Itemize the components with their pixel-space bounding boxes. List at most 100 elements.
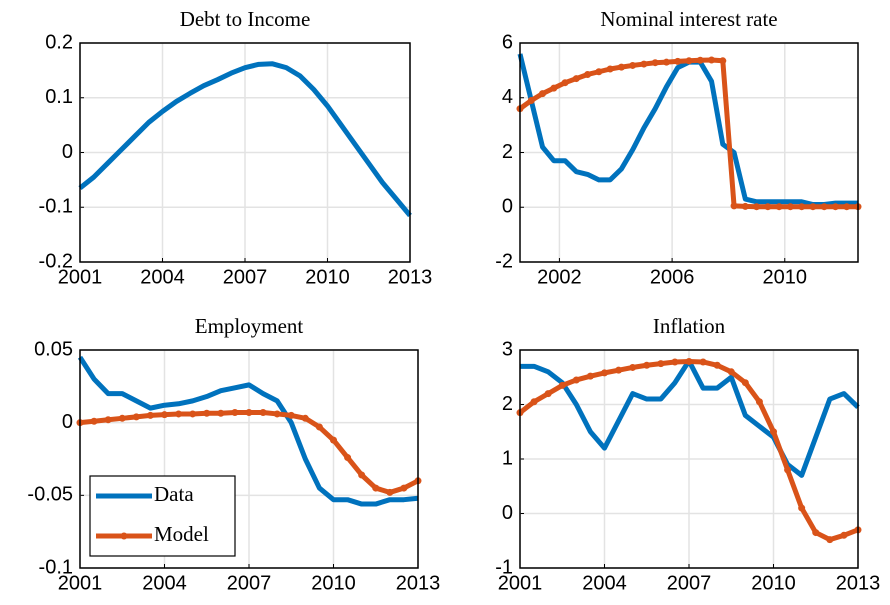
series-line	[77, 355, 419, 507]
x-tick-label: 2007	[223, 266, 268, 288]
x-tick-label: 2004	[582, 572, 627, 594]
marker	[741, 379, 749, 387]
marker	[640, 60, 648, 68]
x-tick-label: 2004	[142, 572, 187, 594]
x-tick-label: 2004	[140, 266, 185, 288]
marker	[775, 203, 783, 211]
marker	[696, 56, 704, 64]
marker	[755, 398, 763, 406]
marker	[539, 90, 547, 98]
y-tick-label: 0.1	[45, 86, 73, 108]
x-tick-label: 2001	[58, 266, 103, 288]
x-tick-label: 2010	[763, 266, 808, 288]
subplot-title: Nominal interest rate	[600, 7, 777, 31]
subplot: Employment -0.1 -0.05 0 0.05 2001 2004 2007 2010…	[27, 314, 440, 594]
legend: Data Model	[89, 475, 236, 557]
subplot-title: Employment	[195, 314, 304, 338]
y-tick-label: -2	[495, 250, 513, 272]
y-tick-label: 0.2	[45, 31, 73, 53]
marker	[118, 414, 126, 422]
marker	[617, 63, 625, 71]
x-tick-label: 2013	[388, 266, 433, 288]
x-tick-label: 2010	[311, 572, 356, 594]
y-tick-label: 4	[502, 86, 513, 108]
x-tick-label: 2007	[227, 572, 272, 594]
marker	[372, 484, 380, 492]
marker	[719, 57, 727, 65]
marker	[741, 202, 749, 210]
marker	[601, 369, 608, 377]
marker	[544, 390, 552, 398]
y-tick-label: 0.05	[34, 338, 73, 360]
marker	[786, 203, 794, 211]
marker	[344, 454, 352, 462]
marker	[657, 360, 665, 368]
legend-marker	[120, 532, 128, 540]
marker	[245, 408, 253, 416]
y-tick-label: 0	[502, 196, 513, 218]
y-tick-label: 3	[502, 338, 513, 360]
y-tick-label: 2	[502, 141, 513, 163]
marker	[146, 411, 154, 419]
marker	[812, 529, 820, 537]
marker	[530, 398, 538, 406]
marker	[217, 409, 225, 417]
marker	[203, 409, 211, 417]
y-tick-label: -0.1	[39, 556, 73, 578]
marker	[708, 56, 716, 64]
marker	[798, 504, 806, 512]
marker	[831, 203, 839, 211]
legend-label: Model	[154, 522, 209, 546]
marker	[231, 408, 239, 416]
x-tick-label: 2002	[537, 266, 582, 288]
x-tick-label: 2006	[650, 266, 695, 288]
marker	[826, 536, 834, 544]
marker	[764, 203, 772, 211]
axes-box	[519, 42, 859, 263]
marker	[175, 410, 183, 418]
subplot-title: Inflation	[653, 314, 726, 338]
y-tick-label: 0	[502, 502, 513, 524]
marker	[629, 363, 637, 371]
x-tick-label: 2010	[751, 572, 796, 594]
marker	[558, 381, 566, 389]
marker	[400, 484, 408, 492]
y-tick-label: 6	[502, 31, 513, 53]
axes-box	[519, 349, 859, 569]
series-line	[518, 57, 858, 210]
marker	[527, 96, 535, 104]
marker	[161, 411, 168, 419]
marker	[674, 57, 682, 65]
marker	[784, 466, 792, 474]
subplot: Inflation -1 0 1 2 3 2001 2004 2007 2010 2013	[495, 314, 880, 594]
y-tick-label: 0	[62, 411, 73, 433]
marker	[273, 410, 281, 418]
marker	[572, 376, 580, 384]
x-tick-label: 2010	[305, 266, 350, 288]
marker	[132, 413, 140, 421]
marker	[301, 414, 309, 422]
x-tick-label: 2013	[836, 572, 881, 594]
subplot: Debt to Income -0.2 -0.1 0 0.1 0.2 2001 2004 200…	[39, 7, 433, 288]
marker	[770, 428, 777, 436]
marker	[584, 70, 592, 78]
x-tick-label: 2013	[396, 572, 441, 594]
y-tick-label: 0	[62, 141, 73, 163]
marker	[798, 203, 806, 211]
marker	[287, 411, 295, 419]
marker	[843, 203, 851, 211]
subplot: Nominal interest rate -2 0 2 4 6 2002 2006 2010	[495, 7, 862, 288]
marker	[671, 358, 679, 366]
marker	[713, 361, 721, 369]
marker	[189, 410, 197, 418]
marker	[595, 68, 603, 76]
marker	[820, 203, 828, 211]
marker	[809, 203, 817, 211]
marker	[662, 58, 670, 66]
marker	[615, 366, 623, 374]
marker	[629, 61, 637, 69]
marker	[727, 368, 735, 376]
x-tick-label: 2007	[667, 572, 712, 594]
subplot-title: Debt to Income	[180, 7, 311, 31]
